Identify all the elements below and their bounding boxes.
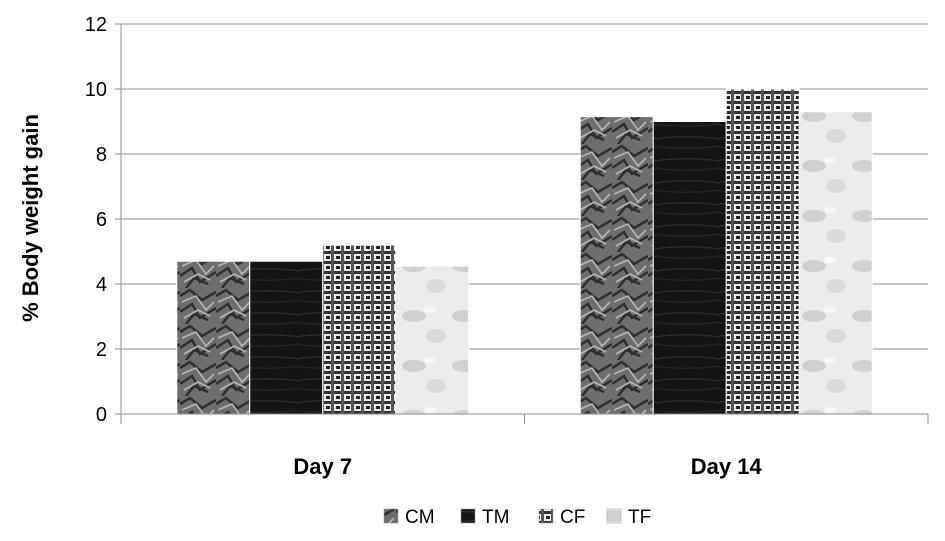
legend-swatch <box>460 508 476 524</box>
x-category-label: Day 14 <box>691 454 763 479</box>
legend-label: CM <box>405 507 435 528</box>
y-tick-label: 0 <box>96 404 107 426</box>
bar-cm-day-14 <box>579 116 654 415</box>
y-tick-label: 2 <box>96 339 107 361</box>
bar-tf-day-14 <box>798 111 873 415</box>
y-tick-label: 10 <box>85 79 107 101</box>
legend-item-cf: CF <box>538 507 585 528</box>
y-tick-label: 6 <box>96 209 107 231</box>
legend-swatch <box>606 508 622 524</box>
y-tick-label: 4 <box>96 274 107 296</box>
legend-item-tm: TM <box>460 507 509 528</box>
bar-cf-day-7 <box>322 244 397 415</box>
legend-item-cm: CM <box>383 507 435 528</box>
legend-label: TF <box>628 507 651 528</box>
x-axis-categories: Day 7 Day 14 <box>293 454 762 479</box>
legend-item-tf: TF <box>606 507 651 528</box>
bar-cf-day-14 <box>725 88 800 415</box>
bar-cm-day-7 <box>176 260 251 415</box>
legend-label: TM <box>482 507 509 528</box>
legend-swatch <box>383 508 399 524</box>
legend: CM TM CF TF <box>383 507 651 528</box>
bars <box>176 88 873 415</box>
bar-tm-day-14 <box>652 121 727 415</box>
legend-swatch <box>538 508 554 524</box>
legend-label: CF <box>560 507 585 528</box>
bar-tf-day-7 <box>395 265 470 415</box>
bar-tm-day-7 <box>249 260 324 415</box>
y-tick-label: 12 <box>85 14 107 36</box>
y-axis-label: % Body weight gain <box>18 114 43 322</box>
y-tick-label: 8 <box>96 144 107 166</box>
axes <box>120 24 929 424</box>
x-category-label: Day 7 <box>293 454 352 479</box>
y-axis-ticks: 0 2 4 6 8 10 12 <box>85 14 121 426</box>
